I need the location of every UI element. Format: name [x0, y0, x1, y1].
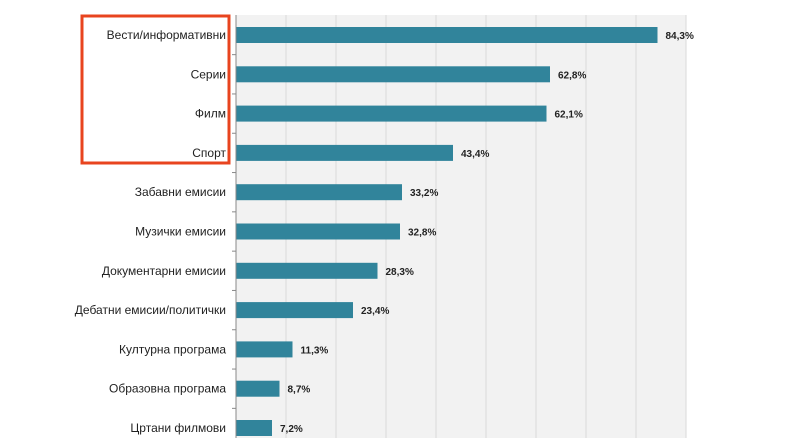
- value-label: 62,1%: [555, 110, 583, 121]
- category-label: Дебатни емисии/политички: [75, 303, 226, 317]
- highlight-box: [80, 14, 231, 165]
- category-label: Спорт: [192, 146, 226, 160]
- value-label: 23,4%: [361, 306, 389, 317]
- bar: [236, 66, 550, 83]
- bar: [236, 420, 272, 436]
- category-label: Вести/информативни: [107, 28, 226, 42]
- category-label: Културна програма: [119, 342, 226, 356]
- category-label: Документарни емисии: [102, 264, 226, 278]
- value-label: 84,3%: [666, 31, 694, 42]
- value-label: 33,2%: [410, 188, 438, 199]
- category-label: Забавни емисии: [135, 185, 226, 199]
- bar: [236, 144, 453, 161]
- bar: [236, 184, 402, 201]
- bar: [236, 262, 378, 279]
- bar: [236, 380, 280, 397]
- category-label: Серии: [191, 67, 226, 81]
- category-label: Цртани филмови: [130, 421, 226, 435]
- bar: [236, 302, 353, 319]
- value-label: 7,2%: [280, 424, 303, 435]
- bar: [236, 223, 400, 240]
- value-label: 43,4%: [461, 149, 489, 160]
- value-label: 8,7%: [288, 385, 311, 396]
- bar: [236, 27, 658, 43]
- category-label: Музички емисии: [135, 225, 226, 239]
- category-label: Образовна програма: [109, 382, 226, 396]
- bar: [236, 105, 547, 122]
- value-label: 11,3%: [301, 345, 329, 356]
- value-label: 62,8%: [558, 70, 586, 81]
- value-label: 32,8%: [408, 228, 436, 239]
- bar: [236, 341, 293, 358]
- category-label: Филм: [195, 107, 226, 121]
- value-label: 28,3%: [386, 267, 414, 278]
